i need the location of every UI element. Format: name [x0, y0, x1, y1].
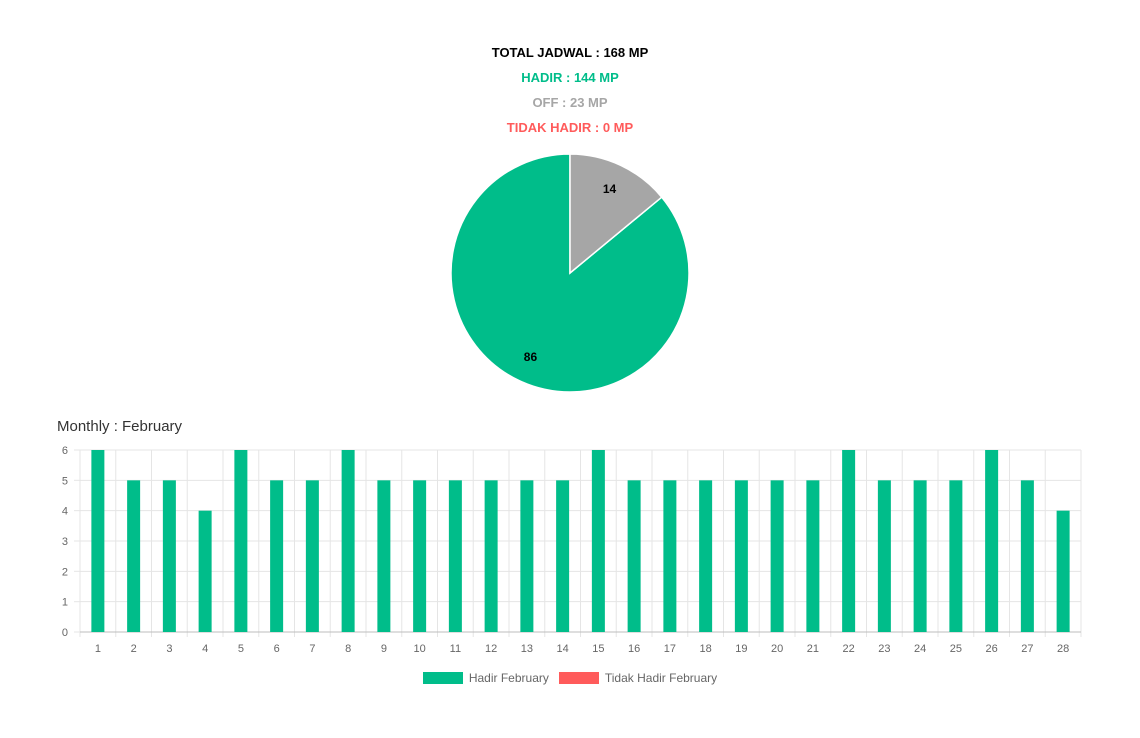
y-tick-label: 2	[62, 566, 68, 578]
bar-hadir-20[interactable]	[770, 480, 784, 632]
x-tick-label: 25	[950, 643, 962, 655]
bar-hadir-26[interactable]	[985, 450, 999, 632]
pie-slice-off[interactable]	[569, 153, 663, 275]
y-tick-label: 0	[62, 627, 68, 639]
legend-label-hadir: Hadir February	[468, 671, 549, 685]
x-tick-label: 8	[345, 643, 351, 655]
bar-hadir-4[interactable]	[198, 510, 212, 632]
bar-hadir-21[interactable]	[806, 480, 820, 632]
summary-total: TOTAL JADWAL : 168 MP	[491, 45, 649, 60]
summary-off: OFF : 23 MP	[532, 95, 608, 110]
x-tick-label: 14	[557, 643, 569, 655]
x-tick-label: 10	[414, 643, 426, 655]
bar-hadir-7[interactable]	[305, 480, 319, 632]
x-tick-label: 26	[986, 643, 998, 655]
bar-hadir-9[interactable]	[377, 480, 391, 632]
bar-hadir-15[interactable]	[591, 450, 605, 632]
bar-hadir-8[interactable]	[341, 450, 355, 632]
bar-hadir-10[interactable]	[413, 480, 427, 632]
bar-hadir-14[interactable]	[556, 480, 570, 632]
bar-hadir-25[interactable]	[949, 480, 963, 632]
y-tick-label: 4	[62, 506, 68, 518]
x-tick-label: 24	[914, 643, 926, 655]
attendance-pie-chart: 86 14	[450, 153, 690, 393]
bar-hadir-28[interactable]	[1056, 510, 1070, 632]
x-tick-label: 19	[735, 643, 747, 655]
x-tick-label: 22	[843, 643, 855, 655]
summary-tidak-hadir: TIDAK HADIR : 0 MP	[506, 120, 634, 135]
bar-hadir-5[interactable]	[234, 450, 248, 632]
monthly-title: Monthly : February	[57, 418, 183, 435]
x-tick-label: 21	[807, 643, 819, 655]
bar-hadir-11[interactable]	[448, 480, 462, 632]
legend-label-tidak-hadir: Tidak Hadir February	[604, 671, 718, 685]
y-tick-label: 6	[62, 445, 68, 457]
bar-hadir-6[interactable]	[270, 480, 284, 632]
y-tick-label: 3	[62, 536, 68, 548]
x-tick-label: 2	[131, 643, 137, 655]
bar-hadir-3[interactable]	[162, 480, 176, 632]
x-tick-label: 13	[521, 643, 533, 655]
x-tick-label: 28	[1057, 643, 1069, 655]
x-tick-label: 18	[700, 643, 712, 655]
legend-item-hadir[interactable]: Hadir February	[422, 671, 549, 685]
x-tick-label: 20	[771, 643, 783, 655]
bar-hadir-12[interactable]	[484, 480, 498, 632]
bar-hadir-13[interactable]	[520, 480, 534, 632]
x-tick-label: 27	[1021, 643, 1033, 655]
x-tick-label: 1	[95, 643, 101, 655]
y-tick-label: 5	[62, 475, 68, 487]
pie-label-off: 14	[603, 182, 617, 196]
legend-item-tidak-hadir[interactable]: Tidak Hadir February	[558, 671, 718, 685]
bar-hadir-19[interactable]	[734, 480, 748, 632]
x-tick-label: 7	[309, 643, 315, 655]
bar-hadir-18[interactable]	[699, 480, 713, 632]
x-tick-label: 15	[592, 643, 604, 655]
x-tick-label: 12	[485, 643, 497, 655]
x-tick-label: 16	[628, 643, 640, 655]
x-tick-label: 17	[664, 643, 676, 655]
y-tick-label: 1	[62, 597, 68, 609]
bar-hadir-17[interactable]	[663, 480, 677, 632]
pie-label-hadir: 86	[524, 350, 538, 364]
bar-hadir-16[interactable]	[627, 480, 641, 632]
bar-hadir-2[interactable]	[127, 480, 141, 632]
x-tick-label: 23	[878, 643, 890, 655]
legend-swatch-hadir	[422, 672, 463, 684]
x-tick-label: 5	[238, 643, 244, 655]
bar-hadir-22[interactable]	[842, 450, 856, 632]
x-tick-label: 4	[202, 643, 208, 655]
bar-hadir-27[interactable]	[1020, 480, 1034, 632]
bar-hadir-23[interactable]	[877, 480, 891, 632]
x-tick-label: 3	[166, 643, 172, 655]
x-tick-label: 6	[274, 643, 280, 655]
x-tick-label: 11	[450, 643, 461, 655]
x-tick-label: 9	[381, 643, 387, 655]
bar-legend: Hadir February Tidak Hadir February	[0, 671, 1140, 685]
summary-hadir: HADIR : 144 MP	[521, 70, 619, 85]
bar-hadir-24[interactable]	[913, 480, 927, 632]
legend-swatch-tidak-hadir	[558, 672, 599, 684]
bar-hadir-1[interactable]	[91, 450, 105, 632]
